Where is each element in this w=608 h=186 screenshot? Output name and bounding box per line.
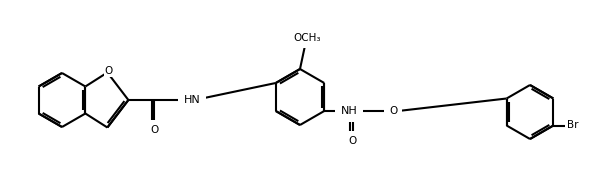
Text: Br: Br [567,121,579,131]
Text: NH: NH [340,106,358,116]
Text: O: O [389,106,397,116]
Text: OCH₃: OCH₃ [293,33,321,43]
Text: O: O [104,67,112,76]
Text: O: O [349,136,357,146]
Text: O: O [150,125,159,135]
Text: HN: HN [184,95,201,105]
